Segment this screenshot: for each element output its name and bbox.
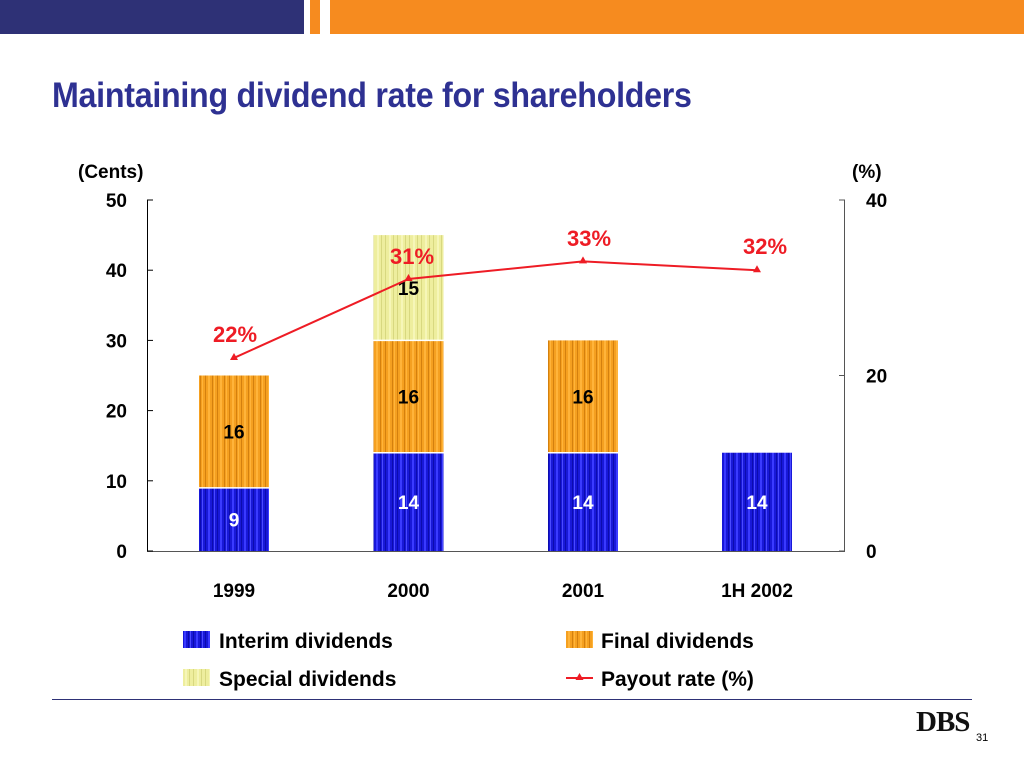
legend: Interim dividends Final dividends Specia… <box>183 630 754 691</box>
bar-segment-final <box>548 340 618 453</box>
legend-swatch-special <box>183 669 210 686</box>
left-axis-tick-label: 0 <box>116 542 127 563</box>
legend-swatch-interim <box>183 631 210 648</box>
bar-value-label: 9 <box>229 510 240 531</box>
payout-rate-marker <box>753 265 761 273</box>
bar-value-label: 14 <box>398 493 420 514</box>
payout-rate-label: 31% <box>390 244 434 269</box>
bar-value-label: 14 <box>572 493 594 514</box>
right-axis-tick-label: 0 <box>866 542 877 563</box>
payout-rate-marker <box>230 352 238 360</box>
bar-value-label: 15 <box>398 279 420 300</box>
left-axis-tick-label: 20 <box>106 402 127 423</box>
header-bar-orange-thin <box>310 0 320 34</box>
payout-rate-label: 22% <box>213 322 257 347</box>
page-number: 31 <box>976 732 989 744</box>
bar-value-label: 14 <box>746 493 768 514</box>
left-axis-tick-label: 10 <box>106 472 127 493</box>
legend-item-final: Final dividends <box>566 630 754 653</box>
right-axis-tick-label: 20 <box>866 367 887 388</box>
legend-swatch-final <box>566 631 593 648</box>
x-axis-category-label: 2000 <box>387 581 429 602</box>
footer-divider <box>52 699 972 700</box>
legend-label-payout: Payout rate (%) <box>601 668 754 691</box>
bar-value-label: 16 <box>398 388 419 409</box>
left-axis-tick-label: 40 <box>106 261 127 282</box>
payout-rate-label: 33% <box>567 226 611 251</box>
bar-segment-interim <box>722 452 792 551</box>
left-axis-tick-label: 30 <box>106 331 127 352</box>
x-axis-category-label: 1H 2002 <box>721 581 793 602</box>
x-axis-category-label: 1999 <box>213 581 255 602</box>
bar-segment-interim <box>373 452 444 551</box>
payout-rate-label: 32% <box>743 234 787 259</box>
payout-rate-marker <box>579 256 587 264</box>
x-axis-category-label: 2001 <box>562 581 605 602</box>
dbs-logo: DBS <box>916 706 970 738</box>
header-bar-orange <box>330 0 1024 34</box>
dividend-chart: (Cents) (%) 0 10 20 30 40 50 0 20 40 9 16 14 16 15 1… <box>78 162 887 691</box>
legend-label-special: Special dividends <box>219 668 396 691</box>
bar-segment-interim <box>199 487 269 551</box>
legend-label-interim: Interim dividends <box>219 630 393 653</box>
legend-item-interim: Interim dividends <box>183 630 393 653</box>
payout-rate-marker <box>404 273 413 281</box>
header-bar-navy <box>0 0 304 34</box>
payout-rate-line <box>233 260 758 359</box>
bar-value-label: 16 <box>223 423 244 444</box>
legend-item-special: Special dividends <box>183 668 396 691</box>
right-axis-tick-label: 40 <box>866 191 887 212</box>
right-axis-title: (%) <box>852 162 882 183</box>
left-axis-title: (Cents) <box>78 162 143 183</box>
legend-swatch-payout-marker <box>575 673 584 680</box>
bar-segment-special <box>373 235 444 341</box>
bar-value-label: 16 <box>572 388 593 409</box>
bar-segment-final <box>373 340 444 453</box>
legend-item-payout: Payout rate (%) <box>566 668 754 691</box>
left-axis-tick-label: 50 <box>106 191 127 212</box>
legend-label-final: Final dividends <box>601 630 754 653</box>
bar-segment-interim <box>548 452 618 551</box>
slide-title: Maintaining dividend rate for shareholde… <box>52 76 692 115</box>
bar-segment-final <box>199 375 269 488</box>
